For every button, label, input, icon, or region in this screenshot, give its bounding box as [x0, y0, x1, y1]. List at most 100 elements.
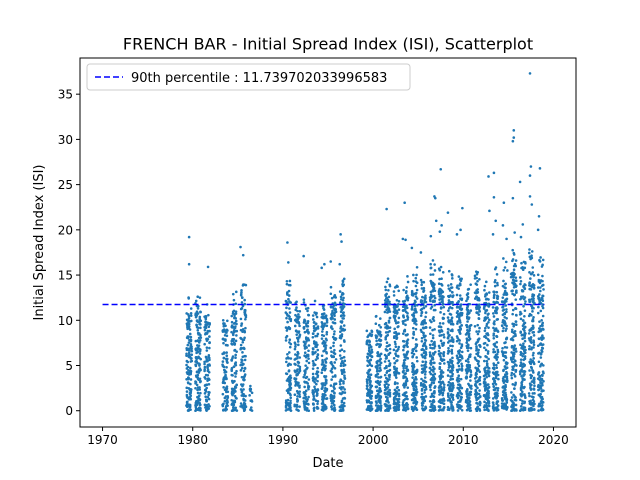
scatter-point: [509, 338, 513, 341]
scatter-point: [186, 322, 190, 326]
scatter-point: [536, 385, 540, 388]
scatter-point: [312, 392, 315, 396]
scatter-point: [518, 372, 522, 376]
scatter-point: [302, 254, 305, 258]
scatter-point: [483, 329, 487, 333]
scatter-point: [341, 397, 345, 400]
scatter-point: [496, 301, 500, 304]
scatter-point: [469, 375, 472, 379]
scatter-point: [538, 378, 542, 382]
scatter-point: [385, 404, 389, 407]
scatter-point: [340, 405, 343, 408]
scatter-point: [196, 391, 200, 395]
scatter-point: [414, 349, 418, 353]
scatter-point: [465, 375, 468, 378]
scatter-point: [367, 369, 370, 372]
scatter-point: [208, 341, 211, 344]
scatter-point: [493, 301, 497, 304]
scatter-point: [244, 405, 248, 409]
scatter-point: [304, 389, 308, 393]
scatter-point: [311, 367, 315, 370]
scatter-point: [476, 402, 479, 405]
scatter-point: [475, 393, 478, 397]
scatter-point: [449, 382, 452, 385]
scatter-point: [404, 305, 408, 309]
scatter-point: [439, 382, 443, 385]
scatter-point: [473, 277, 477, 280]
scatter-point: [195, 319, 199, 323]
scatter-point: [415, 377, 418, 381]
scatter-point: [395, 367, 399, 370]
scatter-point: [315, 390, 318, 394]
scatter-point: [287, 314, 290, 317]
scatter-point: [442, 397, 445, 401]
scatter-point: [186, 343, 190, 347]
scatter-point: [207, 393, 210, 397]
scatter-point: [405, 350, 409, 354]
scatter-point: [244, 315, 248, 319]
scatter-point: [298, 369, 302, 373]
scatter-point: [296, 352, 300, 355]
scatter-point: [386, 306, 390, 309]
scatter-point: [298, 310, 302, 313]
scatter-point: [493, 293, 496, 296]
scatter-point: [242, 394, 245, 398]
scatter-point: [197, 336, 201, 340]
scatter-point: [441, 270, 445, 274]
scatter-point: [385, 382, 388, 386]
scatter-point: [413, 299, 417, 303]
scatter-point: [339, 344, 343, 347]
scatter-point: [375, 343, 378, 347]
scatter-point: [539, 289, 542, 293]
scatter-point: [189, 360, 193, 363]
scatter-point: [333, 366, 337, 370]
scatter-point: [477, 317, 481, 320]
scatter-point: [469, 373, 473, 376]
scatter-point: [379, 375, 383, 379]
scatter-point: [295, 315, 299, 318]
scatter-point: [239, 402, 243, 405]
scatter-point: [415, 387, 418, 391]
scatter-point: [232, 365, 236, 368]
scatter-point: [412, 292, 416, 296]
scatter-point: [423, 373, 427, 376]
scatter-point: [385, 387, 388, 391]
scatter-point: [414, 276, 418, 280]
scatter-point: [419, 384, 423, 387]
scatter-point: [512, 136, 516, 139]
scatter-point: [522, 408, 525, 412]
scatter-point: [203, 365, 207, 369]
scatter-point: [529, 386, 532, 390]
scatter-point: [402, 314, 405, 318]
scatter-point: [431, 365, 435, 369]
scatter-point: [446, 316, 450, 319]
scatter-point: [189, 307, 193, 310]
scatter-point: [205, 346, 209, 349]
scatter-point: [411, 319, 415, 322]
scatter-point: [438, 405, 442, 408]
scatter-point: [423, 356, 427, 360]
scatter-point: [538, 167, 542, 170]
scatter-point: [379, 389, 383, 393]
scatter-point: [375, 335, 379, 338]
scatter-point: [403, 358, 407, 362]
scatter-point: [476, 298, 480, 302]
scatter-point: [248, 394, 251, 397]
scatter-point: [242, 388, 245, 391]
scatter-point: [224, 395, 228, 398]
scatter-point: [484, 316, 487, 319]
scatter-point: [433, 263, 436, 266]
scatter-point: [437, 344, 441, 348]
scatter-point: [198, 315, 202, 319]
scatter-point: [386, 333, 390, 337]
scatter-point: [406, 368, 410, 372]
scatter-point: [333, 318, 337, 321]
scatter-point: [331, 389, 335, 393]
scatter-point: [293, 393, 297, 397]
scatter-point: [449, 375, 452, 378]
scatter-point: [393, 361, 397, 365]
scatter-point: [288, 326, 292, 330]
scatter-point: [410, 308, 414, 311]
scatter-point: [312, 324, 316, 328]
scatter-point: [438, 330, 442, 334]
